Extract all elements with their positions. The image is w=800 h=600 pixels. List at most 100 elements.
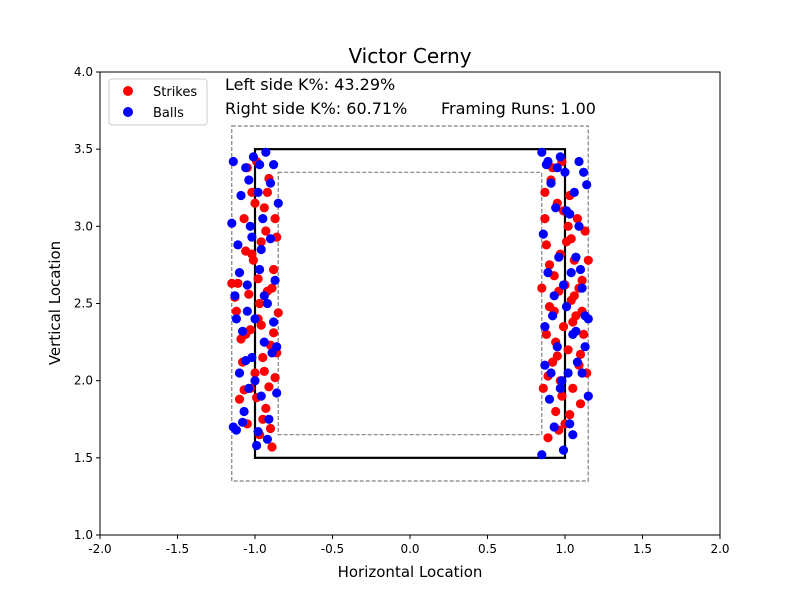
point-balls: [258, 214, 268, 224]
point-balls: [563, 368, 573, 378]
point-balls: [551, 203, 561, 213]
point-strikes: [262, 187, 272, 197]
point-balls: [558, 280, 569, 290]
point-strikes: [563, 345, 573, 355]
point-balls: [543, 156, 553, 167]
point-balls: [577, 368, 587, 378]
point-strikes: [577, 275, 587, 285]
point-strikes: [538, 383, 548, 393]
point-balls: [244, 175, 254, 185]
point-strikes: [558, 322, 569, 332]
point-strikes: [583, 255, 593, 265]
pitch-points: [227, 147, 593, 460]
point-balls: [568, 430, 578, 440]
y-axis-ticks: 1.0 1.5 2.0 2.5 3.0 3.5 4.0: [74, 65, 100, 542]
point-balls: [270, 275, 280, 285]
point-balls: [261, 147, 271, 157]
point-strikes: [544, 260, 555, 270]
point-balls: [546, 178, 556, 188]
point-balls: [548, 311, 558, 321]
point-balls: [256, 244, 266, 255]
point-balls: [540, 360, 550, 370]
point-strikes: [269, 264, 279, 275]
point-balls: [256, 391, 266, 401]
point-strikes: [269, 328, 279, 338]
legend-label-balls: Balls: [153, 106, 184, 121]
point-strikes: [541, 329, 552, 339]
legend-marker-strikes: [123, 86, 133, 96]
point-strikes: [563, 221, 573, 231]
point-strikes: [273, 308, 283, 318]
point-strikes: [540, 214, 550, 224]
strike-zone: [253, 148, 567, 459]
point-strikes: [267, 442, 277, 452]
point-strikes: [569, 291, 579, 301]
point-strikes: [256, 237, 266, 247]
x-tick-label: 0.0: [400, 542, 419, 556]
point-balls: [543, 268, 553, 278]
point-strikes: [575, 399, 586, 409]
point-balls: [230, 291, 240, 301]
legend-box: [108, 78, 208, 126]
point-strikes: [557, 391, 567, 401]
point-balls: [565, 419, 575, 429]
point-balls: [272, 342, 282, 352]
point-strikes: [565, 410, 575, 420]
point-strikes: [270, 214, 280, 224]
point-strikes: [253, 274, 263, 284]
point-balls: [247, 232, 257, 242]
point-strikes: [259, 366, 269, 376]
point-strikes: [572, 214, 583, 224]
point-strikes: [245, 325, 255, 335]
point-balls: [238, 326, 248, 336]
point-balls: [568, 329, 578, 339]
point-balls: [549, 291, 559, 301]
point-balls: [560, 167, 570, 177]
point-balls: [544, 394, 555, 404]
point-strikes: [239, 214, 249, 224]
y-tick-label: 3.5: [74, 142, 93, 156]
strike-zone-box: [253, 148, 567, 459]
point-balls: [580, 342, 590, 352]
point-strikes: [540, 187, 550, 197]
legend-label-strikes: Strikes: [153, 85, 197, 100]
point-balls: [248, 152, 258, 162]
y-tick-label: 2.0: [74, 374, 93, 388]
point-strikes: [247, 249, 257, 259]
left-k-annotation: Left side K%: 43.29%: [225, 75, 395, 94]
point-strikes: [552, 351, 562, 361]
point-balls: [572, 357, 583, 367]
x-axis-label: Horizontal Location: [338, 563, 483, 581]
right-k-annotation: Right side K%: 60.71%: [225, 99, 407, 118]
inner-shadow-zone: [277, 171, 543, 436]
point-balls: [244, 383, 254, 393]
point-strikes: [568, 383, 578, 393]
point-strikes: [265, 423, 276, 434]
point-balls: [250, 314, 260, 324]
point-balls: [242, 280, 252, 290]
y-tick-label: 4.0: [74, 65, 93, 79]
framing-annotation: Framing Runs: 1.00: [441, 99, 596, 118]
point-balls: [577, 283, 587, 293]
point-balls: [265, 178, 276, 188]
point-strikes: [579, 329, 589, 339]
point-strikes: [270, 373, 280, 383]
y-axis-label: Vertical Location: [46, 241, 64, 365]
point-balls: [239, 406, 249, 417]
point-strikes: [568, 317, 578, 327]
point-balls: [252, 440, 262, 451]
point-strikes: [250, 368, 260, 378]
point-balls: [575, 264, 586, 275]
point-strikes: [544, 302, 555, 312]
point-balls: [253, 427, 263, 437]
point-strikes: [264, 382, 274, 392]
point-balls: [234, 368, 245, 378]
point-strikes: [543, 433, 553, 443]
point-balls: [228, 422, 238, 432]
point-balls: [259, 291, 269, 301]
point-balls: [552, 163, 562, 173]
point-balls: [583, 314, 593, 324]
point-balls: [231, 314, 241, 324]
point-balls: [561, 302, 572, 312]
point-balls: [558, 445, 569, 455]
